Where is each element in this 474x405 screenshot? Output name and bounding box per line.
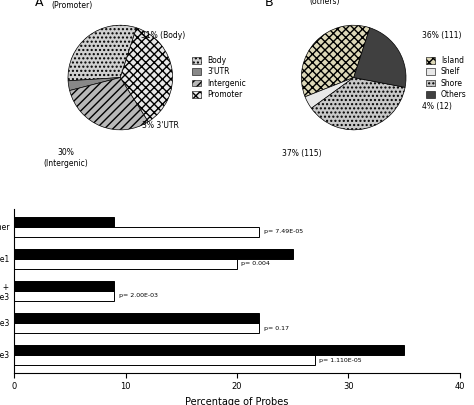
Wedge shape xyxy=(120,28,173,122)
Text: 4% (12): 4% (12) xyxy=(422,102,452,111)
Text: A: A xyxy=(35,0,44,9)
Bar xyxy=(14,281,114,291)
Bar xyxy=(14,323,259,333)
Bar xyxy=(14,345,404,355)
Text: B: B xyxy=(265,0,273,9)
Wedge shape xyxy=(68,25,137,81)
Text: p= 7.49E-05: p= 7.49E-05 xyxy=(264,230,303,234)
Bar xyxy=(14,217,114,227)
Legend: Body, 3'UTR, Intergenic, Promoter: Body, 3'UTR, Intergenic, Promoter xyxy=(192,56,246,99)
Wedge shape xyxy=(305,77,354,108)
Bar xyxy=(14,259,237,269)
Wedge shape xyxy=(301,25,370,97)
Bar xyxy=(14,313,259,323)
Text: 36%
(Promoter): 36% (Promoter) xyxy=(51,0,92,10)
Bar xyxy=(14,291,114,301)
Wedge shape xyxy=(311,77,405,130)
Bar xyxy=(14,249,292,259)
Legend: Island, Shelf, Shore, Others: Island, Shelf, Shore, Others xyxy=(426,56,466,99)
Text: 37% (115): 37% (115) xyxy=(282,149,321,158)
Text: 31% (Body): 31% (Body) xyxy=(141,31,186,40)
Text: 3% 3'UTR: 3% 3'UTR xyxy=(142,122,179,130)
Text: p= 0.17: p= 0.17 xyxy=(264,326,289,330)
Text: 23%
(others): 23% (others) xyxy=(310,0,340,6)
X-axis label: Percentage of Probes: Percentage of Probes xyxy=(185,397,289,405)
Text: p= 0.004: p= 0.004 xyxy=(241,262,270,266)
Text: 36% (111): 36% (111) xyxy=(422,31,461,40)
Wedge shape xyxy=(70,77,148,130)
Wedge shape xyxy=(354,28,406,87)
Bar xyxy=(14,227,259,237)
Wedge shape xyxy=(68,77,120,91)
Text: p= 2.00E-03: p= 2.00E-03 xyxy=(119,294,158,298)
Text: p= 1.110E-05: p= 1.110E-05 xyxy=(319,358,362,362)
Text: 30%
(Intergenic): 30% (Intergenic) xyxy=(43,148,88,168)
Bar xyxy=(14,355,315,365)
